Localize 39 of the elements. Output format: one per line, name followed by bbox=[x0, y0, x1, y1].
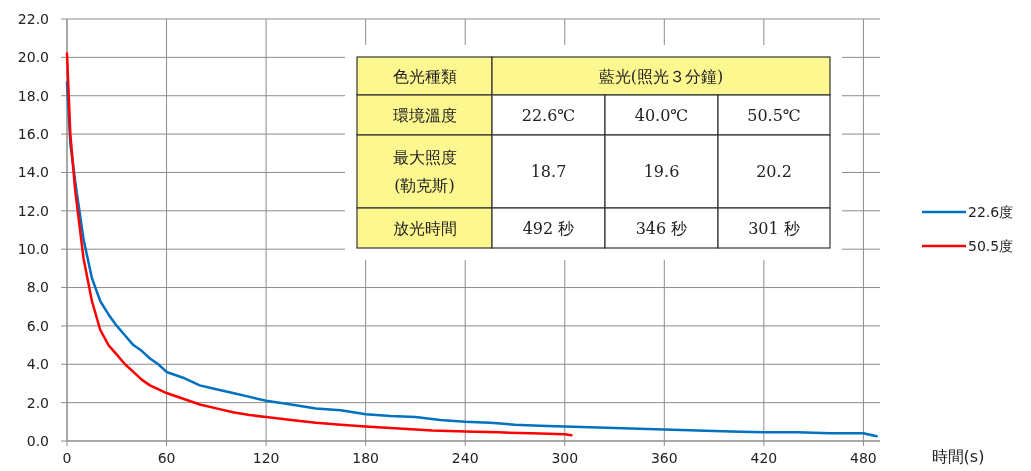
annotation: 50.5℃ bbox=[747, 105, 801, 125]
annotation: 40.0℃ bbox=[634, 105, 689, 125]
x-tick-label: 180 bbox=[352, 450, 380, 466]
annotation: 20.2 bbox=[756, 162, 792, 182]
annotation: 346 秒 bbox=[635, 218, 688, 238]
annotation: 最大照度 (勒克斯) bbox=[392, 148, 457, 196]
y-tick-label: 18.0 bbox=[17, 87, 49, 104]
x-tick-label: 360 bbox=[650, 450, 678, 466]
annotation: 22.6℃ bbox=[521, 105, 576, 125]
y-tick-label: 0.0 bbox=[26, 432, 49, 449]
annotation: 18.7 bbox=[530, 162, 567, 182]
y-tick-label: 14.0 bbox=[17, 164, 49, 181]
annotation: 301 秒 bbox=[748, 218, 800, 238]
legend-label: 50.5度 bbox=[968, 237, 1014, 254]
legend-label: 22.6度 bbox=[968, 203, 1014, 220]
y-tick-label: 22.0 bbox=[17, 10, 49, 27]
y-tick-label: 12.0 bbox=[17, 202, 49, 219]
x-tick-label: 120 bbox=[252, 450, 280, 466]
y-tick-label: 4.0 bbox=[26, 356, 49, 373]
y-tick-label: 16.0 bbox=[17, 125, 49, 142]
x-tick-label: 240 bbox=[451, 450, 479, 466]
annotation: 色光種類 bbox=[392, 66, 457, 86]
x-tick-label: 300 bbox=[551, 450, 579, 466]
y-tick-label: 8.0 bbox=[26, 279, 49, 296]
annotation: 放光時間 bbox=[392, 218, 457, 238]
x-axis-title: 時間(s) bbox=[931, 447, 985, 466]
y-tick-label: 20.0 bbox=[17, 49, 49, 66]
line-series bbox=[65, 52, 573, 437]
x-tick-label: 480 bbox=[850, 450, 877, 466]
annotation: 19.6 bbox=[643, 162, 680, 182]
y-tick-label: 2.0 bbox=[26, 394, 49, 411]
x-tick-label: 0 bbox=[62, 450, 72, 466]
y-tick-label: 6.0 bbox=[26, 317, 49, 334]
x-tick-label: 60 bbox=[157, 450, 176, 466]
x-tick-label: 420 bbox=[750, 450, 778, 466]
y-tick-label: 10.0 bbox=[17, 241, 49, 258]
annotation: 藍光(照光３分鐘) bbox=[598, 66, 724, 86]
annotation: 環境溫度 bbox=[392, 105, 457, 125]
annotation: 492 秒 bbox=[522, 218, 575, 238]
